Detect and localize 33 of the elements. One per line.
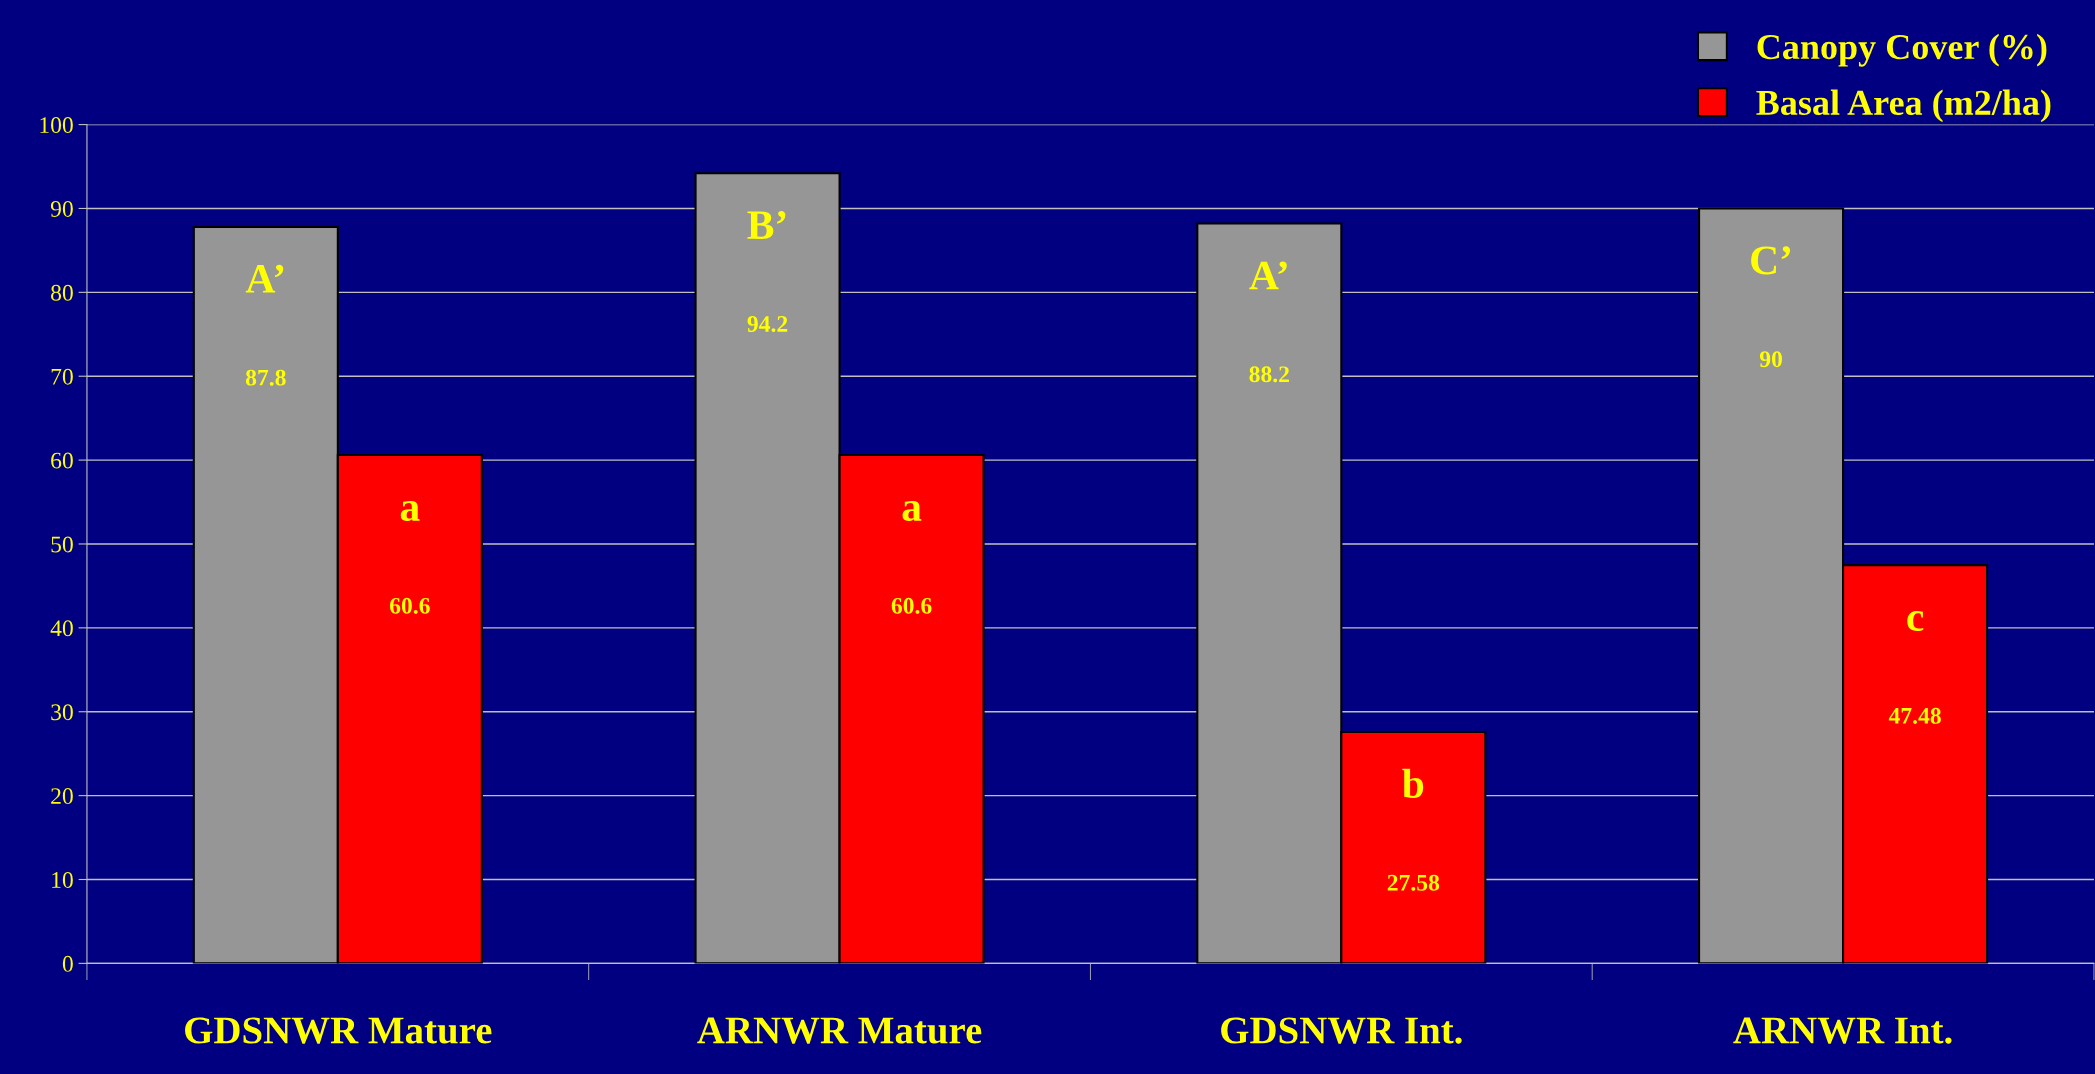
data-label: 60.6 (389, 597, 430, 614)
annotation: a (902, 501, 922, 522)
data-label: 94.2 (747, 316, 788, 333)
annotation: b (1402, 768, 1424, 799)
annotation: c (1907, 611, 1924, 632)
x-tick-label: ARNWR Mature (697, 1017, 982, 1044)
legend-label: Canopy Cover (%) (1757, 33, 2047, 67)
legend-label: Basal Area (m2/ha) (1756, 89, 2051, 123)
x-tick-label: GDSNWR Int. (1221, 1017, 1462, 1044)
annotation: B’ (747, 211, 786, 239)
y-tick-label: 60 (51, 452, 73, 469)
y-tick-label: 30 (51, 704, 73, 721)
y-tick-label: 90 (50, 200, 73, 217)
data-label: 88.2 (1249, 366, 1289, 383)
y-tick-label: 0 (62, 955, 73, 972)
data-label: 27.58 (1387, 874, 1440, 891)
annotation: C’ (1751, 246, 1791, 275)
x-tick-label: GDSNWR Mature (185, 1017, 492, 1044)
y-tick-label: 70 (51, 368, 73, 385)
x-tick-label: ARNWR Int. (1733, 1017, 1952, 1044)
data-label: 47.48 (1888, 707, 1941, 724)
y-tick-label: 10 (52, 871, 73, 888)
y-tick-label: 20 (51, 788, 73, 805)
y-tick-label: 50 (51, 536, 73, 553)
data-label: 90 (1759, 351, 1782, 368)
y-tick-label: 80 (51, 284, 73, 301)
data-label: 87.8 (245, 369, 286, 386)
annotation: A’ (245, 264, 284, 293)
annotation: a (400, 501, 420, 522)
y-tick-label: 40 (50, 620, 73, 637)
annotation: A’ (1249, 261, 1287, 290)
data-label: 60.6 (891, 597, 932, 614)
y-tick-label: 100 (40, 117, 73, 134)
